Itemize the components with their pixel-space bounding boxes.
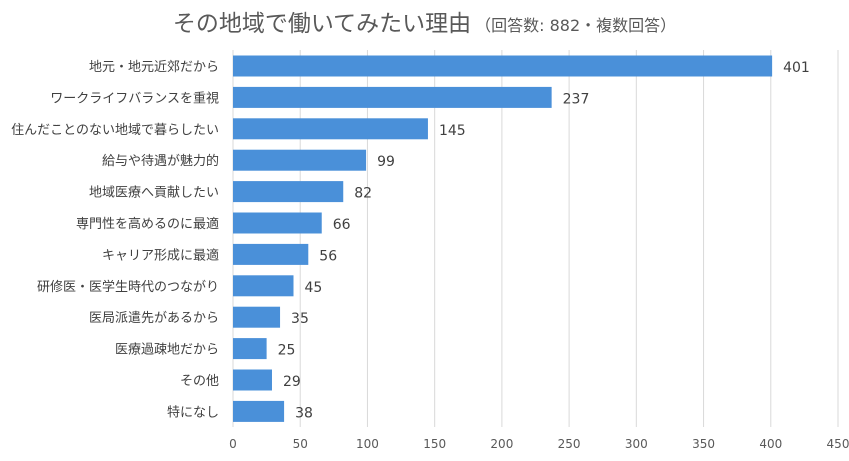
data-label: 38 — [295, 405, 313, 421]
category-label: 医局派遣先があるから — [89, 311, 219, 326]
chart-subtitle: （回答数: 882・複数回答） — [475, 16, 677, 35]
bar — [233, 275, 294, 297]
bar-layer — [233, 55, 773, 422]
bar — [233, 369, 272, 391]
data-label: 45 — [305, 280, 323, 296]
category-label: 特になし — [167, 405, 219, 420]
x-tick-label: 350 — [692, 437, 715, 451]
data-label: 145 — [439, 123, 466, 139]
x-tick-label: 250 — [558, 437, 581, 451]
bar — [233, 338, 267, 360]
data-label: 82 — [354, 186, 372, 202]
x-tick-label: 450 — [827, 437, 849, 451]
category-label: その他 — [180, 374, 219, 389]
x-tick-label: 100 — [356, 437, 379, 451]
category-label: 地域医療へ貢献したい — [89, 186, 219, 201]
grid-layer — [232, 50, 839, 427]
data-label: 99 — [377, 154, 395, 170]
bar — [233, 149, 367, 171]
x-tick-label: 300 — [625, 437, 648, 451]
category-label: 住んだことのない地域で暮らしたい — [11, 123, 219, 138]
category-label: 研修医・医学生時代のつながり — [37, 279, 219, 295]
bar — [233, 212, 322, 234]
data-label: 29 — [283, 374, 301, 390]
bar — [233, 306, 281, 328]
category-label: 医療過疎地だから — [115, 343, 219, 358]
category-label: 地元・地元近郊だから — [89, 59, 219, 75]
chart-title: その地域で働いてみたい理由 （回答数: 882・複数回答） — [0, 4, 849, 38]
chart-title-main: その地域で働いてみたい理由 — [172, 11, 472, 37]
x-tick-label: 400 — [759, 437, 782, 451]
data-label: 66 — [333, 217, 351, 233]
data-label: 56 — [319, 248, 337, 264]
x-tick-label: 200 — [490, 437, 513, 451]
bar — [233, 400, 285, 422]
bar — [233, 243, 309, 265]
bar — [233, 118, 428, 140]
data-label: 35 — [291, 311, 309, 327]
bar — [233, 181, 344, 203]
x-tick-label: 150 — [423, 437, 446, 451]
x-tick-label: 50 — [293, 437, 308, 451]
category-label: ワークライフバランスを重視 — [50, 90, 219, 106]
data-label: 401 — [783, 60, 810, 76]
category-label: 給与や待遇が魅力的 — [102, 153, 219, 169]
bar — [233, 86, 552, 108]
category-label: キャリア形成に最適 — [102, 247, 219, 263]
label-layer: 0 50 100 150 200 250 300 350 400 450 地元・地元近郊だから 401… — [11, 59, 849, 451]
data-label: 25 — [278, 343, 296, 359]
bar — [233, 55, 773, 77]
data-label: 237 — [563, 91, 590, 107]
x-tick-label: 0 — [229, 437, 237, 451]
category-label: 専門性を高めるのに最適 — [76, 216, 219, 232]
